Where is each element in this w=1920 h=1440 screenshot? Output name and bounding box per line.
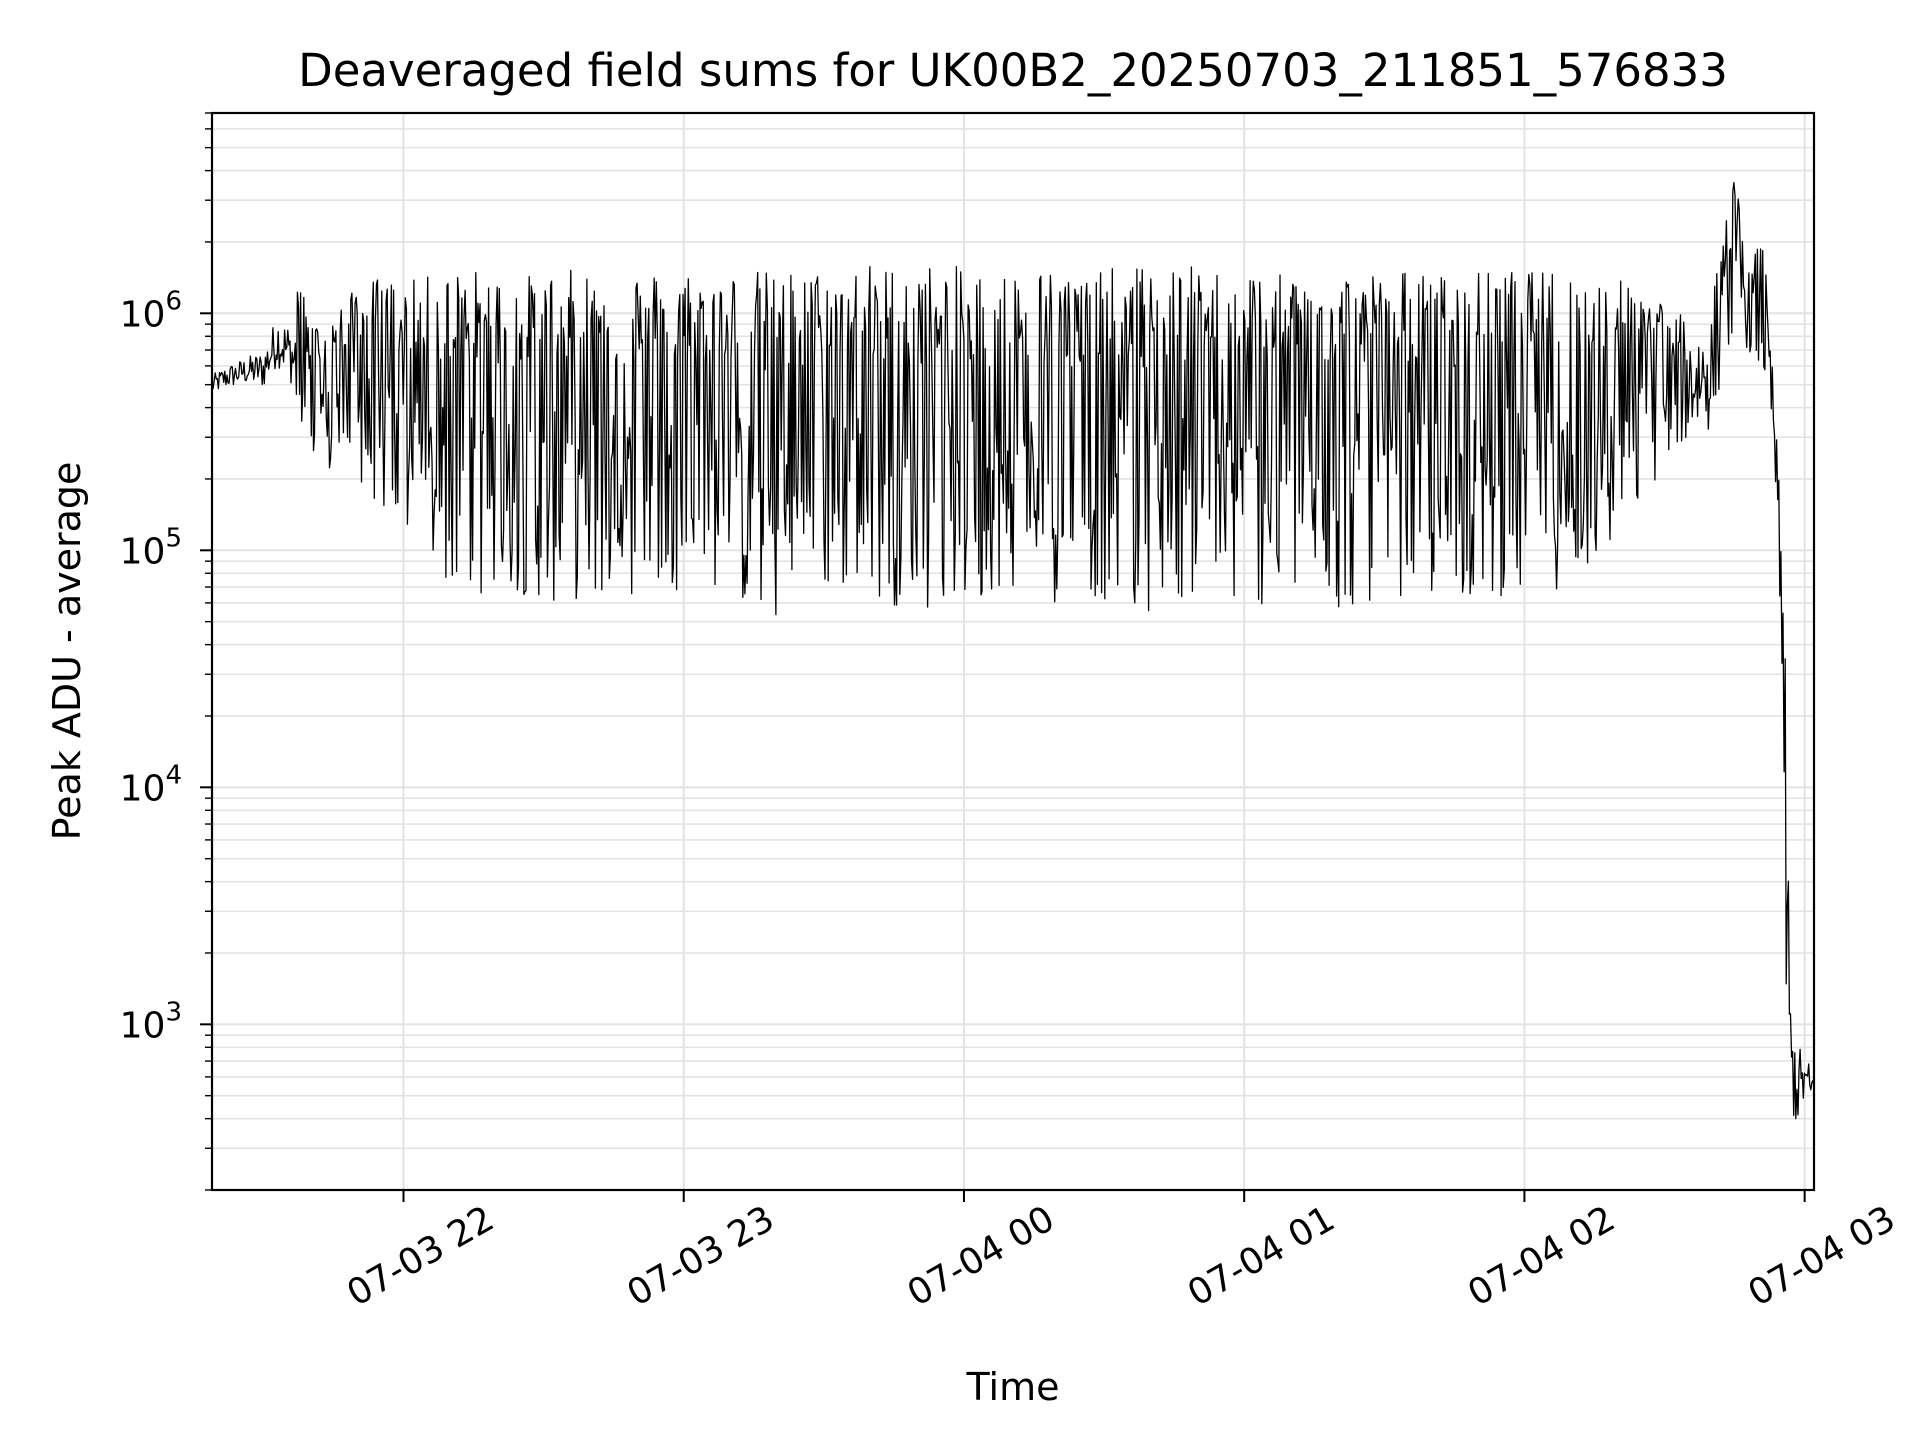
y-tick-label-exponent: 3 [165,997,182,1027]
y-tick-label-base: 10 [120,1005,166,1046]
y-tick-label: 105 [120,523,182,572]
y-tick-label: 104 [120,760,182,809]
x-axis-label: Time [966,1365,1060,1409]
plot-frame [210,111,1816,1192]
y-tick-label-base: 10 [120,768,166,809]
y-tick-label: 106 [120,286,182,335]
y-tick-label-exponent: 4 [165,760,182,790]
plot-line-layer [211,181,1815,1120]
chart-title: Deaveraged field sums for UK00B2_2025070… [298,44,1728,97]
y-tick-label-base: 10 [120,294,166,335]
y-tick-label-exponent: 5 [165,523,182,553]
y-axis-label: Peak ADU - average [45,462,89,841]
y-tick-label-base: 10 [120,531,166,572]
series-line [211,181,1815,1120]
y-tick-label-exponent: 6 [165,286,182,316]
y-tick-label: 103 [120,997,182,1046]
